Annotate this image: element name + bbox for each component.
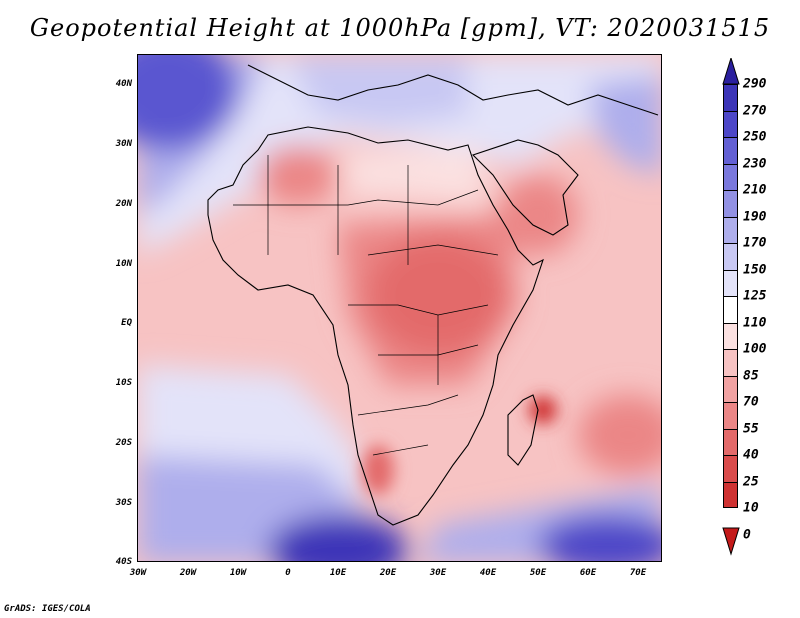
- colorbar-tick-label: 270: [743, 103, 767, 118]
- colorbar-tick-label: 125: [743, 288, 767, 304]
- field-madagascar-high: [529, 396, 557, 424]
- colorbar-tick-label: 290: [743, 76, 767, 92]
- africa-coast: [207, 126, 544, 526]
- lon-label-60e: 60E: [579, 568, 597, 578]
- colorbar-tick-label: 150: [743, 262, 767, 277]
- colorbar-tick-label: 230: [743, 156, 767, 171]
- colorbar-cell: [723, 349, 738, 376]
- coastlines: [207, 64, 659, 526]
- colorbar-cell: [723, 269, 738, 296]
- colorbar-cell: [723, 296, 738, 323]
- lat-label-20n: 20N: [115, 199, 132, 209]
- colorbar-cell: [723, 375, 738, 402]
- colorbar-tick-label: 40: [743, 447, 759, 463]
- field-low-sw: [268, 515, 408, 561]
- lat-label-30n: 30N: [115, 139, 132, 149]
- lon-label-40e: 40E: [479, 568, 497, 578]
- arabia-coast: [471, 139, 579, 236]
- colorbar-arrows: [722, 58, 740, 556]
- field-north-low: [138, 55, 661, 255]
- colorbar-cell: [723, 137, 738, 164]
- colorbar-cell: [723, 322, 738, 349]
- map-panel: [137, 54, 662, 562]
- colorbar-cell: [723, 110, 738, 137]
- colorbar-tick-label: 25: [743, 474, 759, 489]
- lat-label-10s: 10S: [115, 378, 132, 388]
- colorbar-tick-label: 70: [743, 394, 759, 410]
- colorbar-cell: [723, 190, 738, 217]
- field-asia-blue: [588, 75, 661, 175]
- lon-label-70e: 70E: [629, 568, 647, 578]
- lat-label-40s: 40S: [115, 557, 132, 567]
- colorbar-tick-label: 210: [743, 182, 767, 198]
- colorbar-tick-label: 55: [743, 421, 759, 436]
- lon-label-0: 0: [285, 568, 291, 578]
- colorbar-cell: [723, 243, 738, 270]
- lon-label-10w: 10W: [229, 568, 247, 578]
- field-sahara: [338, 145, 488, 205]
- colorbar-cell: [723, 428, 738, 455]
- colorbar-cell: [723, 163, 738, 190]
- colorbar-tick-label: 100: [743, 341, 767, 357]
- lat-label-40n: 40N: [115, 79, 132, 89]
- colorbar-cell: [723, 481, 738, 508]
- colorbar-tick-label: 10: [743, 500, 759, 516]
- map-canvas: [138, 55, 661, 561]
- lon-label-10e: 10E: [329, 568, 347, 578]
- colorbar-tick-label: 85: [743, 368, 759, 383]
- colorbar-tick-label: 0: [743, 527, 751, 542]
- lon-label-30w: 30W: [129, 568, 147, 578]
- lat-label-20s: 20S: [115, 438, 132, 448]
- colorbar-cell: [723, 402, 738, 429]
- field-arabia: [498, 175, 578, 255]
- colorbar-arrow-bottom: [722, 527, 740, 556]
- footer-credit: GrADS: IGES/COLA: [4, 604, 91, 614]
- plot-title: Geopotential Height at 1000hPa [gpm], VT…: [29, 14, 771, 42]
- colorbar-arrow-top: [722, 58, 740, 85]
- colorbar-tick-label: 250: [743, 129, 767, 145]
- lon-label-30e: 30E: [429, 568, 447, 578]
- lon-label-20e: 20E: [379, 568, 397, 578]
- field-low-se: [538, 515, 661, 561]
- lat-label-30s: 30S: [115, 498, 132, 508]
- lon-label-50e: 50E: [529, 568, 547, 578]
- colorbar-cell: [723, 216, 738, 243]
- field-west-sahara: [258, 145, 338, 205]
- lat-label-10n: 10N: [115, 259, 132, 269]
- lon-label-20w: 20W: [179, 568, 197, 578]
- madagascar-coast: [507, 394, 539, 466]
- colorbar-cell: [723, 455, 738, 482]
- europe-coast: [247, 64, 659, 116]
- colorbar-tick-label: 190: [743, 209, 767, 224]
- field-med-blue: [288, 55, 468, 125]
- field-atlantic-deep: [138, 55, 238, 150]
- field-high-indian: [578, 395, 661, 475]
- borders: [233, 155, 499, 456]
- colorbar-tick-label: 170: [743, 235, 767, 251]
- lat-label-eq: EQ: [121, 318, 132, 328]
- field-kalahari: [362, 445, 394, 495]
- field-central-core: [368, 235, 508, 355]
- colorbar-tick-label: 110: [743, 315, 767, 330]
